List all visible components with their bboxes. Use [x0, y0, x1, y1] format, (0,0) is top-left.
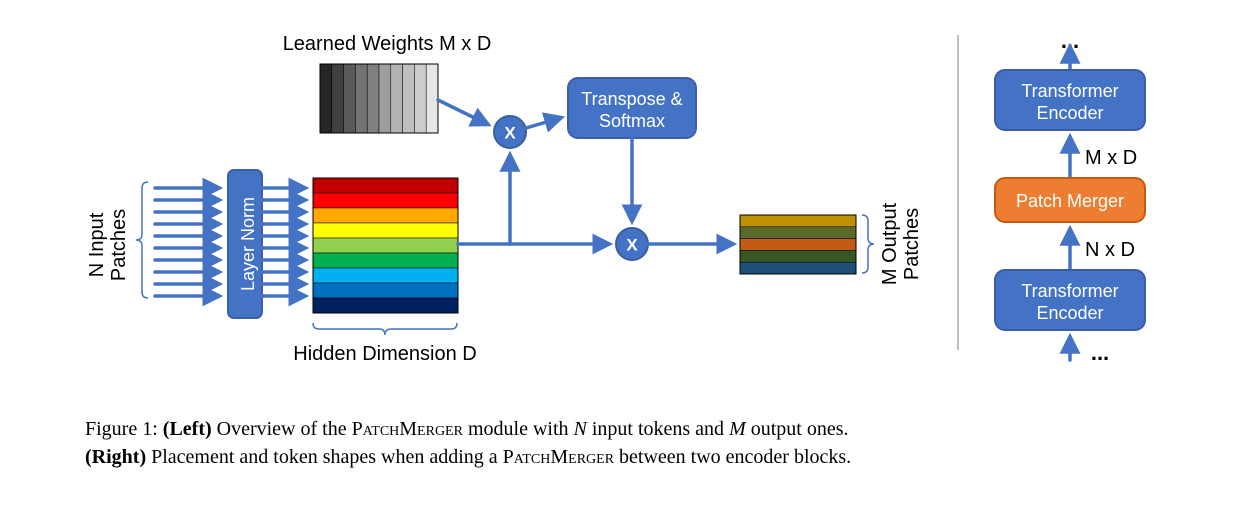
- caption-module-1: PatchMerger: [352, 418, 463, 440]
- layer-norm-label: Layer Norm: [238, 197, 258, 291]
- encoder-bottom-2: Encoder: [1036, 303, 1103, 323]
- weights-to-x1: [438, 100, 487, 124]
- input-brace: [136, 182, 148, 298]
- caption-left-end: output ones.: [746, 418, 849, 440]
- input-arrows: [155, 188, 218, 296]
- caption-n: N: [574, 418, 587, 440]
- ln-arrows: [262, 188, 304, 296]
- output-label-2: Patches: [901, 208, 923, 280]
- ellipsis-bottom: ...: [1091, 340, 1109, 365]
- caption-right-text: Placement and token shapes when adding a: [146, 446, 503, 468]
- caption-right-tag: (Right): [85, 446, 146, 468]
- figure-caption: Figure 1: (Left) Overview of the PatchMe…: [85, 415, 1145, 471]
- weights-block: [320, 64, 438, 133]
- hidden-brace: [313, 323, 457, 335]
- output-label-1: M Output: [879, 202, 901, 285]
- input-label-1: N Input: [86, 212, 108, 277]
- multiply-2-label: X: [626, 235, 638, 254]
- caption-m: M: [729, 418, 746, 440]
- transpose-label-1: Transpose &: [581, 89, 682, 109]
- multiply-1-label: X: [504, 123, 516, 142]
- dim-bottom: N x D: [1085, 239, 1135, 261]
- weights-label: Learned Weights M x D: [283, 33, 492, 55]
- encoder-top-1: Transformer: [1021, 81, 1118, 101]
- x1-to-ts: [526, 118, 560, 128]
- encoder-bottom-1: Transformer: [1021, 281, 1118, 301]
- caption-left-suffix: module with: [463, 418, 574, 440]
- output-brace: [862, 215, 874, 273]
- caption-right-end: between two encoder blocks.: [614, 446, 851, 468]
- caption-left-mid: input tokens and: [587, 418, 729, 440]
- hidden-label: Hidden Dimension D: [293, 343, 476, 365]
- transpose-label-2: Softmax: [599, 111, 665, 131]
- caption-left-text: Overview of the: [212, 418, 352, 440]
- dim-top: M x D: [1085, 147, 1137, 169]
- patch-merger-label: Patch Merger: [1016, 191, 1124, 211]
- caption-prefix: Figure 1:: [85, 418, 163, 440]
- encoder-top-2: Encoder: [1036, 103, 1103, 123]
- input-label-2: Patches: [108, 209, 130, 281]
- architecture-diagram: N Input Patches Layer Norm Hidden Dimens…: [0, 0, 1233, 400]
- output-block: [740, 215, 856, 274]
- caption-module-2: PatchMerger: [503, 446, 614, 468]
- caption-left-tag: (Left): [163, 418, 212, 440]
- rainbow-block: [313, 178, 458, 313]
